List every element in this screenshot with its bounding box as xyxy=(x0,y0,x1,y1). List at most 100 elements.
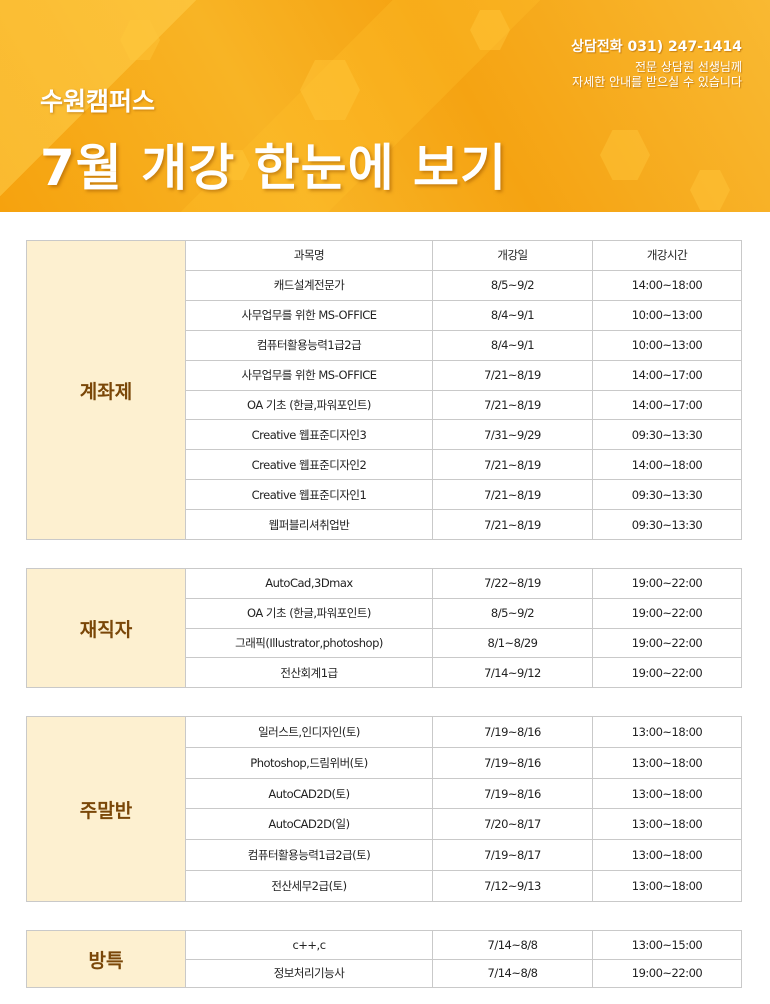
course-name: Creative 웹표준디자인3 xyxy=(186,420,433,450)
class-time: 13:00~18:00 xyxy=(631,786,703,801)
course-name: Creative 웹표준디자인1 xyxy=(186,480,433,510)
start-date: 8/5~9/2 xyxy=(433,270,593,300)
class-time: 14:00~18:00 xyxy=(631,457,703,472)
table-row: AutoCAD2D(토) 7/19~8/16 13:00~18:00 xyxy=(186,777,741,809)
start-date: 7/19~8/16 xyxy=(433,717,593,747)
class-time: 13:00~18:00 xyxy=(631,879,703,894)
class-time: 19:00~22:00 xyxy=(631,576,703,591)
course-name: Photoshop,드림위버(토) xyxy=(186,747,433,778)
start-date: 8/4~9/1 xyxy=(433,330,593,360)
start-date: 7/31~9/29 xyxy=(433,420,593,450)
page-title: 7월 개강 한눈에 보기 xyxy=(40,139,508,197)
table-row: 일러스트,인디자인(토) 7/19~8/16 13:00~18:00 xyxy=(186,717,741,747)
course-name: 컴퓨터활용능력1급2급(토) xyxy=(186,840,433,871)
course-name: Creative 웹표준디자인2 xyxy=(186,450,433,480)
category-label: 방특 xyxy=(27,931,186,987)
campus-name: 수원캠퍼스 xyxy=(40,87,156,116)
table-row: 전산세무2급(토) 7/12~9/13 13:00~18:00 xyxy=(186,870,741,901)
table-row: Creative 웹표준디자인1 7/21~8/19 09:30~13:30 xyxy=(186,479,741,510)
start-date: 7/21~8/19 xyxy=(433,510,593,540)
class-time: 19:00~22:00 xyxy=(631,635,703,650)
course-name: 캐드설계전문가 xyxy=(186,270,433,300)
class-time: 13:00~18:00 xyxy=(631,755,703,770)
table-row: 컴퓨터활용능력1급2급(토) 7/19~8/17 13:00~18:00 xyxy=(186,839,741,871)
table-row: OA 기초 (한글,파워포인트) 8/5~9/2 19:00~22:00 xyxy=(186,597,741,628)
consult-line-2: 자세한 안내를 받으실 수 있습니다 xyxy=(572,75,742,89)
course-name: 웹퍼블리셔취업반 xyxy=(186,510,433,540)
class-time: 13:00~18:00 xyxy=(631,817,703,832)
phone-number: 상담전화 031) 247-1414 xyxy=(571,39,742,55)
class-time: 09:30~13:30 xyxy=(631,487,703,502)
course-name: AutoCAD2D(일) xyxy=(186,809,433,840)
category-label: 주말반 xyxy=(27,717,186,901)
start-date: 7/14~9/12 xyxy=(433,658,593,687)
course-name: 사무업무를 위한 MS-OFFICE xyxy=(186,360,433,390)
class-time: 14:00~17:00 xyxy=(631,368,703,383)
start-date: 7/19~8/16 xyxy=(433,778,593,809)
start-date: 7/19~8/17 xyxy=(433,840,593,871)
consult-text: 전문 상담원 선생님께 자세한 안내를 받으실 수 있습니다 xyxy=(572,60,742,90)
schedule-table: 주말반 일러스트,인디자인(토) 7/19~8/16 13:00~18:00 Photo… xyxy=(26,716,742,902)
course-name: 전산세무2급(토) xyxy=(186,871,433,901)
class-time: 14:00~17:00 xyxy=(631,397,703,412)
start-date: 7/21~8/19 xyxy=(433,480,593,510)
header-course: 과목명 xyxy=(186,241,433,270)
class-time: 13:00~15:00 xyxy=(631,937,703,952)
start-date: 7/22~8/19 xyxy=(433,569,593,598)
class-time: 13:00~18:00 xyxy=(631,724,703,739)
table-row: AutoCAD2D(일) 7/20~8/17 13:00~18:00 xyxy=(186,808,741,840)
table-row: 컴퓨터활용능력1급2급 8/4~9/1 10:00~13:00 xyxy=(186,329,741,360)
table-row: Creative 웹표준디자인3 7/31~9/29 09:30~13:30 xyxy=(186,419,741,450)
category-label: 재직자 xyxy=(27,569,186,687)
table-row: 그래픽(Illustrator,photoshop) 8/1~8/29 19:00~… xyxy=(186,627,741,658)
course-name: AutoCad,3Dmax xyxy=(186,569,433,598)
class-time: 10:00~13:00 xyxy=(631,338,703,353)
consult-line-1: 전문 상담원 선생님께 xyxy=(635,60,742,74)
class-time: 13:00~18:00 xyxy=(631,848,703,863)
course-name: OA 기초 (한글,파워포인트) xyxy=(186,598,433,628)
course-name: OA 기초 (한글,파워포인트) xyxy=(186,390,433,420)
start-date: 7/14~8/8 xyxy=(433,959,593,987)
start-date: 8/1~8/29 xyxy=(433,628,593,658)
start-date: 7/14~8/8 xyxy=(433,931,593,959)
course-name: 사무업무를 위한 MS-OFFICE xyxy=(186,300,433,330)
start-date: 7/12~9/13 xyxy=(433,871,593,901)
class-time: 19:00~22:00 xyxy=(631,665,703,680)
table-row: 캐드설계전문가 8/5~9/2 14:00~18:00 xyxy=(186,269,741,300)
start-date: 7/21~8/19 xyxy=(433,360,593,390)
class-time: 19:00~22:00 xyxy=(631,606,703,621)
start-date: 8/5~9/2 xyxy=(433,598,593,628)
course-name: 전산회계1급 xyxy=(186,658,433,687)
start-date: 8/4~9/1 xyxy=(433,300,593,330)
table-row: 정보처리기능사 7/14~8/8 19:00~22:00 xyxy=(186,958,741,987)
table-row: 사무업무를 위한 MS-OFFICE 7/21~8/19 14:00~17:00 xyxy=(186,359,741,390)
course-name: 정보처리기능사 xyxy=(186,959,433,987)
start-date: 7/21~8/19 xyxy=(433,390,593,420)
table-row: c++,c 7/14~8/8 13:00~15:00 xyxy=(186,931,741,959)
schedule-table: 방특 c++,c 7/14~8/8 13:00~15:00 정보처리기능사 7/14~8/… xyxy=(26,930,742,988)
schedule-table: 재직자 AutoCad,3Dmax 7/22~8/19 19:00~22:00 OA 기… xyxy=(26,568,742,688)
class-time: 09:30~13:30 xyxy=(631,517,703,532)
course-name: c++,c xyxy=(186,931,433,959)
table-header: 과목명 개강일 개강시간 xyxy=(186,241,741,270)
header-date: 개강일 xyxy=(433,241,593,270)
header-time: 개강시간 xyxy=(646,248,688,263)
class-time: 09:30~13:30 xyxy=(631,427,703,442)
start-date: 7/21~8/19 xyxy=(433,450,593,480)
table-row: OA 기초 (한글,파워포인트) 7/21~8/19 14:00~17:00 xyxy=(186,389,741,420)
table-row: 전산회계1급 7/14~9/12 19:00~22:00 xyxy=(186,657,741,687)
start-date: 7/20~8/17 xyxy=(433,809,593,840)
course-name: 그래픽(Illustrator,photoshop) xyxy=(186,628,433,658)
category-label: 계좌제 xyxy=(27,241,186,539)
course-name: AutoCAD2D(토) xyxy=(186,778,433,809)
class-time: 14:00~18:00 xyxy=(631,278,703,293)
table-row: 사무업무를 위한 MS-OFFICE 8/4~9/1 10:00~13:00 xyxy=(186,299,741,330)
course-name: 컴퓨터활용능력1급2급 xyxy=(186,330,433,360)
table-row: AutoCad,3Dmax 7/22~8/19 19:00~22:00 xyxy=(186,569,741,598)
class-time: 19:00~22:00 xyxy=(631,966,703,981)
table-row: 웹퍼블리셔취업반 7/21~8/19 09:30~13:30 xyxy=(186,509,741,540)
table-row: Creative 웹표준디자인2 7/21~8/19 14:00~18:00 xyxy=(186,449,741,480)
header-banner: 수원캠퍼스 7월 개강 한눈에 보기 상담전화 031) 247-1414 전문… xyxy=(0,0,770,212)
course-name: 일러스트,인디자인(토) xyxy=(186,717,433,747)
